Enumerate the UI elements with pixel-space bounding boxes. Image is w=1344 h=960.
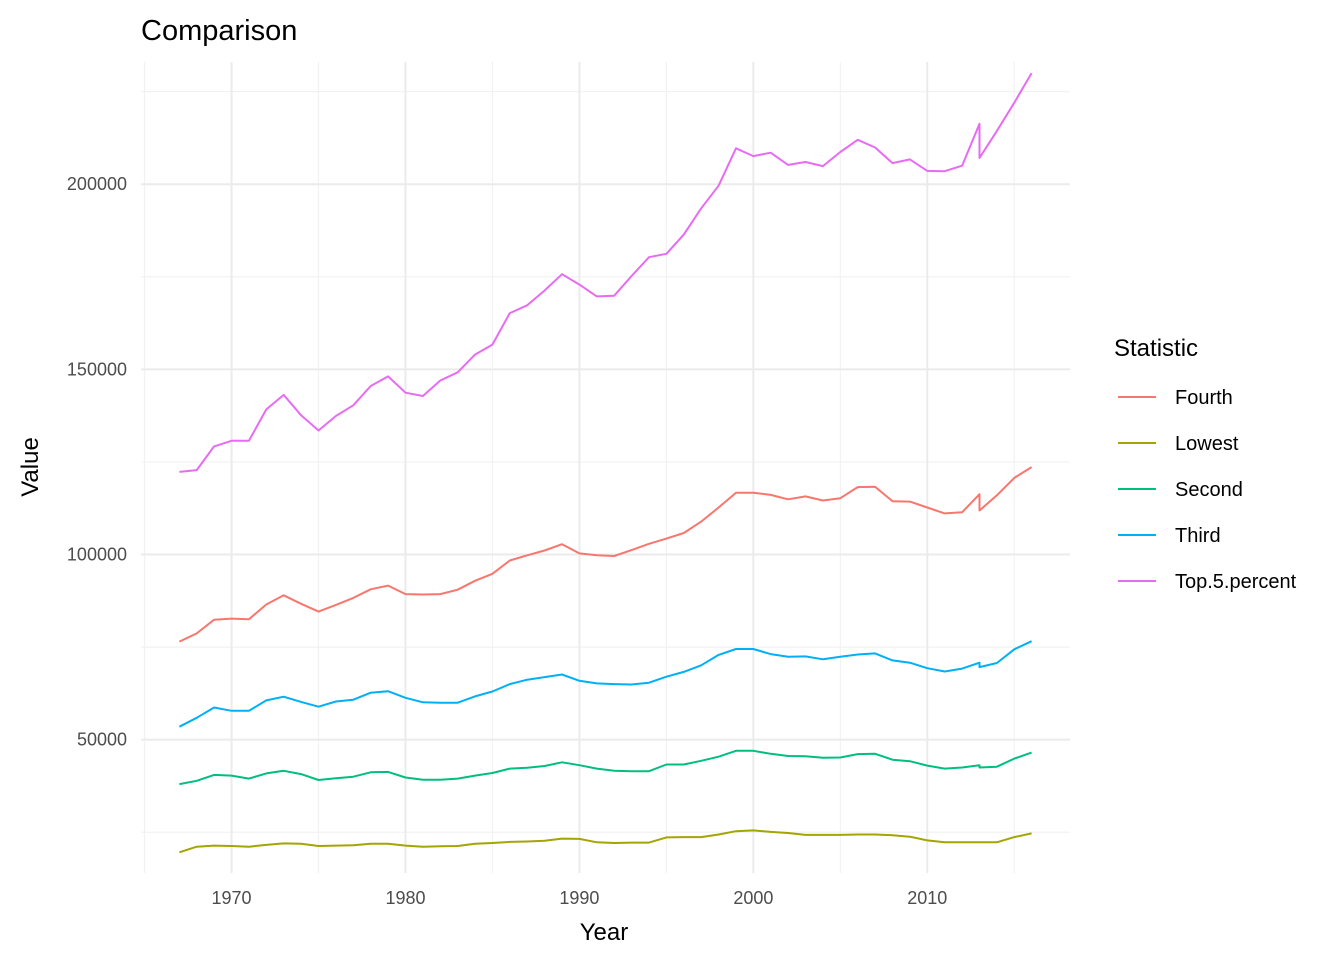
legend-label: Second bbox=[1175, 479, 1243, 501]
grid-major bbox=[141, 62, 1070, 873]
series-lines bbox=[178, 72, 1033, 854]
series-line-third bbox=[178, 640, 1033, 728]
y-tick-label: 50000 bbox=[77, 730, 127, 750]
x-axis-ticks: 1970 1980 1990 2000 2010 bbox=[212, 888, 948, 908]
legend-item: Lowest bbox=[1118, 433, 1239, 455]
legend-item: Fourth bbox=[1118, 387, 1233, 409]
legend-item: Second bbox=[1118, 479, 1243, 501]
x-tick-label: 2010 bbox=[907, 888, 947, 908]
y-tick-label: 100000 bbox=[67, 545, 127, 565]
series-line-lowest bbox=[179, 829, 1032, 854]
x-tick-label: 1990 bbox=[559, 888, 599, 908]
y-axis-title: Value bbox=[17, 437, 44, 497]
legend-title: Statistic bbox=[1114, 335, 1198, 362]
legend-label: Lowest bbox=[1175, 433, 1239, 455]
legend-items: Fourth Lowest Second Third Top.5.percent bbox=[1118, 387, 1297, 593]
x-axis-title: Year bbox=[580, 919, 629, 946]
y-tick-label: 200000 bbox=[67, 174, 127, 194]
y-axis-ticks: 50000 100000 150000 200000 bbox=[67, 174, 127, 749]
series-line-second bbox=[179, 749, 1032, 786]
series-line-fourth bbox=[178, 466, 1033, 643]
legend-label: Third bbox=[1175, 525, 1221, 547]
legend-item: Top.5.percent bbox=[1118, 571, 1297, 593]
x-tick-label: 2000 bbox=[733, 888, 773, 908]
grid-minor bbox=[141, 62, 1070, 873]
chart-title: Comparison bbox=[141, 15, 297, 47]
y-tick-label: 150000 bbox=[67, 359, 127, 379]
series-line-top-5-percent bbox=[179, 72, 1033, 473]
legend: Statistic Fourth Lowest Second Third Top.5.p… bbox=[1114, 335, 1297, 593]
legend-label: Top.5.percent bbox=[1175, 571, 1297, 593]
x-tick-label: 1970 bbox=[212, 888, 252, 908]
legend-item: Third bbox=[1118, 525, 1221, 547]
legend-label: Fourth bbox=[1175, 387, 1233, 409]
x-tick-label: 1980 bbox=[385, 888, 425, 908]
